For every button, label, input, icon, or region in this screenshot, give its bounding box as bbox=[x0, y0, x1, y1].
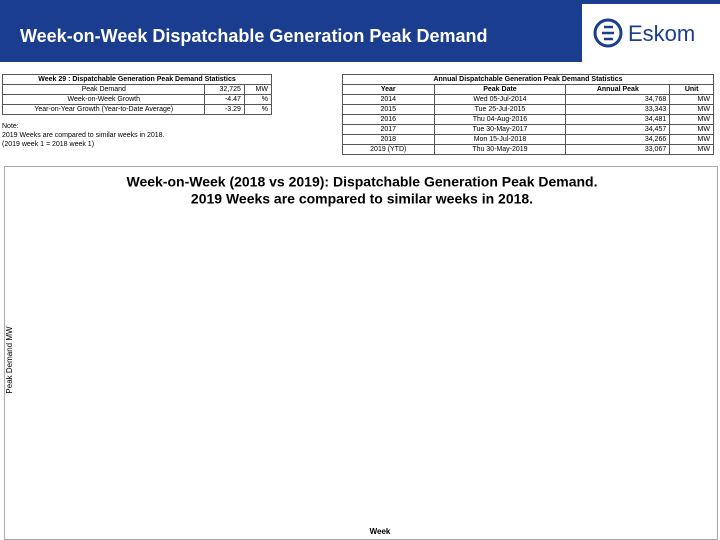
logo-text: Eskom bbox=[628, 21, 696, 46]
logo-mark: 24,00025,00026,00027,00028,00029,00030,0… bbox=[593, 18, 623, 48]
table-cell: -3.29 bbox=[204, 104, 245, 115]
weekly-table: Week 29 : Dispatchable Generation Peak D… bbox=[1, 74, 273, 115]
logo: 24,00025,00026,00027,00028,00029,00030,0… bbox=[582, 4, 720, 62]
chart-title: Week-on-Week (2018 vs 2019): Dispatchabl… bbox=[126, 174, 597, 190]
annual-table: Annual Dispatchable Generation Peak Dema… bbox=[342, 74, 714, 155]
table-cell: 33,067 bbox=[565, 144, 671, 155]
table-cell: MW bbox=[669, 144, 714, 155]
note: Note: 2019 Weeks are compared to similar … bbox=[2, 122, 165, 149]
note-line: 2019 Weeks are compared to similar weeks… bbox=[2, 132, 165, 139]
y-axis-label: Peak Demand MW bbox=[5, 326, 14, 394]
table-cell: % bbox=[243, 104, 273, 115]
table-cell: Thu 30-May-2019 bbox=[433, 144, 567, 155]
note-line: (2019 week 1 = 2018 week 1) bbox=[2, 141, 95, 148]
header-title: Week-on-Week Dispatchable Generation Pea… bbox=[20, 26, 488, 46]
note-line: Note: bbox=[2, 123, 19, 130]
table-row: 2019 (YTD) Thu 30-May-2019 33,067 MW bbox=[342, 144, 714, 155]
header: Week-on-Week Dispatchable Generation Pea… bbox=[0, 0, 720, 62]
chart-title: 2019 Weeks are compared to similar weeks… bbox=[191, 191, 533, 207]
table-row: Year-on-Year Growth (Year-to-Date Averag… bbox=[1, 104, 273, 115]
x-axis-label: Week bbox=[370, 527, 391, 536]
